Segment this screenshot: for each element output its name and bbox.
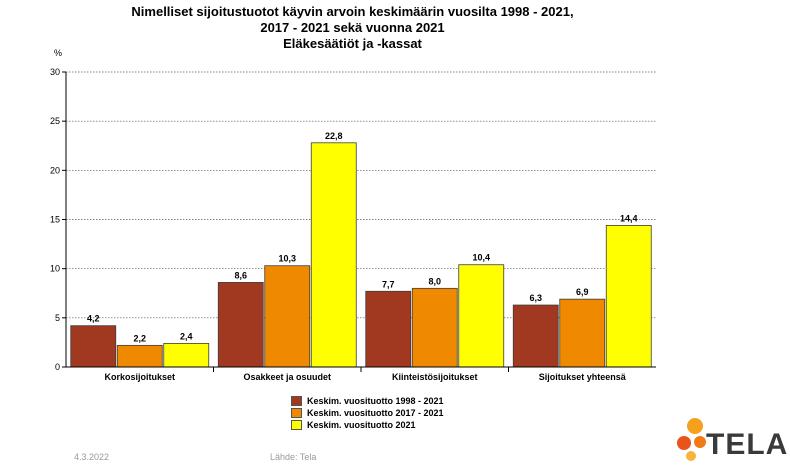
- bar: [217, 282, 264, 368]
- bar: [163, 342, 210, 368]
- y-tick-label: 5: [55, 313, 60, 323]
- data-label: 7,7: [382, 279, 395, 289]
- y-axis-label: %: [54, 48, 62, 58]
- data-label: 8,0: [428, 276, 441, 286]
- x-tick-label: Kiinteistösijoitukset: [392, 372, 478, 382]
- legend-label: Keskim. vuosituotto 2017 - 2021: [307, 408, 444, 418]
- bar: [116, 344, 163, 368]
- legend-item: Keskim. vuosituotto 2017 - 2021: [291, 407, 444, 419]
- data-label: 4,2: [87, 314, 100, 324]
- legend-swatch-2017-2021: [291, 408, 302, 418]
- tela-logo-icon: [677, 418, 706, 461]
- bar: [605, 224, 652, 368]
- bar: [264, 265, 311, 368]
- y-tick-label: 10: [50, 264, 60, 274]
- data-label: 22,8: [325, 131, 343, 141]
- tela-logo: TELA: [673, 416, 787, 468]
- x-tick-label: Korkosijoitukset: [104, 372, 175, 382]
- bar: [411, 287, 458, 368]
- footer-source: Lähde: Tela: [270, 452, 317, 462]
- legend: Keskim. vuosituotto 1998 - 2021 Keskim. …: [291, 395, 444, 431]
- bar: [559, 298, 606, 368]
- x-tick-label: Sijoitukset yhteensä: [539, 372, 627, 382]
- bar: [458, 264, 505, 368]
- data-label: 14,4: [620, 213, 638, 223]
- legend-item: Keskim. vuosituotto 2021: [291, 419, 444, 431]
- chart-title-line: Nimelliset sijoitustuotot käyvin arvoin …: [131, 4, 574, 19]
- data-label: 2,4: [180, 331, 193, 341]
- data-label: 6,3: [529, 293, 542, 303]
- y-tick-label: 15: [50, 215, 60, 225]
- axes: 0 5 10 15 20 25 30 Korkosijoitukset Osakkeet ja …: [50, 67, 656, 382]
- chart-title-line: 2017 - 2021 sekä vuonna 2021: [260, 20, 445, 35]
- bar: [365, 290, 412, 368]
- grid-lines: [66, 71, 656, 319]
- data-label: 8,6: [234, 270, 247, 280]
- bar: [310, 142, 357, 368]
- legend-item: Keskim. vuosituotto 1998 - 2021: [291, 395, 444, 407]
- data-label: 2,2: [133, 333, 146, 343]
- bars: 4,2 2,2 2,4 8,6 10,3 22,8 7,7 8,0 10,4 6,3 6,9 14,4: [70, 131, 652, 368]
- data-label: 10,4: [472, 253, 490, 263]
- legend-label: Keskim. vuosituotto 1998 - 2021: [307, 396, 444, 406]
- bar: [70, 325, 117, 368]
- y-tick-label: 30: [50, 67, 60, 77]
- footer-date: 4.3.2022: [74, 452, 110, 462]
- legend-swatch-2021: [291, 420, 302, 430]
- x-tick-label: Osakkeet ja osuudet: [243, 372, 331, 382]
- y-tick-label: 25: [50, 116, 60, 126]
- chart-title-line: Eläkesäätiöt ja -kassat: [283, 36, 422, 51]
- legend-label: Keskim. vuosituotto 2021: [307, 420, 416, 430]
- y-tick-label: 20: [50, 165, 60, 175]
- y-tick-label: 0: [55, 362, 60, 372]
- legend-swatch-1998-2021: [291, 396, 302, 406]
- bar: [512, 304, 559, 368]
- chart-title: Nimelliset sijoitustuotot käyvin arvoin …: [0, 4, 705, 52]
- tela-logo-text: TELA: [706, 428, 789, 461]
- data-label: 10,3: [278, 254, 296, 264]
- data-label: 6,9: [576, 287, 589, 297]
